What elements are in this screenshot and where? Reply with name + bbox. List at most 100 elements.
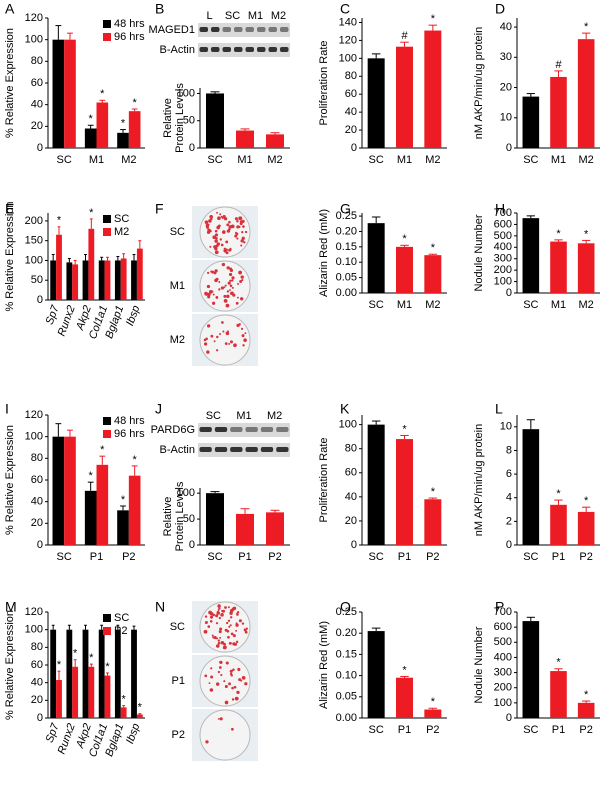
x-tick-label: SC [57, 551, 72, 563]
bar [367, 223, 385, 293]
nodule [219, 636, 222, 639]
blot-band [199, 447, 212, 452]
y-tick-label: 600 [494, 621, 512, 633]
y-tick-label: 500 [494, 230, 512, 242]
nodule [225, 661, 229, 665]
significance-marker: * [122, 694, 127, 706]
nodule [216, 610, 220, 614]
y-tick-label: 60 [31, 474, 43, 486]
nodule [205, 740, 209, 744]
bar [66, 629, 73, 718]
nodule [236, 237, 239, 240]
y-tick-label: 100 [25, 34, 43, 46]
nodule [238, 270, 243, 275]
bar [236, 130, 254, 148]
legend-swatch [103, 430, 111, 438]
nodule [243, 241, 246, 244]
bar [550, 671, 567, 718]
nodule [232, 634, 236, 638]
nodule [221, 216, 224, 219]
significance-marker: * [133, 454, 138, 466]
nodule [223, 294, 227, 298]
dish-label: P2 [172, 729, 185, 741]
y-tick-label: 0 [506, 539, 512, 551]
x-tick-label: M2 [425, 154, 440, 166]
nodule [241, 236, 245, 240]
nodule [235, 301, 239, 305]
nodule [236, 612, 239, 615]
x-tick-label: P1 [552, 551, 565, 563]
y-tick-label: 80 [31, 55, 43, 67]
legend-swatch [103, 20, 111, 28]
y-axis-label: Proliferation Rate [318, 438, 330, 523]
nodule [219, 213, 222, 216]
blot-band [245, 47, 254, 52]
nodule [219, 660, 223, 664]
y-tick-label: 40 [31, 677, 43, 689]
y-tick-label: 0 [189, 142, 195, 154]
y-tick-label: 0 [189, 539, 195, 551]
y-tick-label: 60 [31, 659, 43, 671]
y-axis-label: % Relative Expression [4, 425, 16, 535]
blot-band [245, 427, 258, 432]
nodule [215, 622, 219, 625]
x-tick-label: SC [523, 551, 538, 563]
nodule [231, 279, 234, 282]
legend-label: SC [114, 213, 129, 225]
panel-letter: J [155, 401, 162, 417]
nodule [229, 340, 233, 344]
nodule [226, 223, 230, 227]
legend-label: 48 hrs [114, 415, 145, 427]
legend-swatch [103, 228, 111, 236]
bar [522, 96, 540, 148]
lane-label: M1 [236, 410, 251, 422]
nodule [203, 342, 208, 346]
blot-band [276, 427, 289, 432]
nodule [209, 688, 214, 692]
nodule [210, 334, 214, 338]
x-tick-label: M1 [551, 154, 566, 166]
nodule [230, 608, 234, 612]
significance-marker: * [556, 228, 561, 240]
y-axis-label: Proliferation Rate [318, 41, 330, 126]
y-axis-label: Alizarin Red (mM) [318, 621, 330, 709]
y-tick-label: 10 [500, 112, 512, 124]
significance-marker: * [100, 444, 105, 456]
y-axis-label: Alizarin Red (mM) [318, 209, 330, 297]
nodule [229, 268, 234, 272]
significance-marker: * [105, 661, 110, 673]
y-tick-label: 700 [494, 207, 512, 219]
nodule [232, 293, 236, 297]
y-tick-label: 120 [339, 34, 357, 46]
nodule [215, 644, 220, 648]
blot-band [245, 27, 254, 32]
lane-label: L [206, 10, 212, 22]
nodule [221, 609, 226, 613]
y-tick-label: 50 [183, 513, 195, 525]
nodule [230, 632, 234, 636]
y-tick-label: 80 [345, 70, 357, 82]
significance-marker: * [89, 652, 94, 664]
x-tick-label: P2 [426, 724, 439, 736]
nodule [237, 296, 239, 299]
bar [88, 666, 95, 718]
nodule [206, 324, 211, 328]
nodule [220, 243, 224, 247]
nodule [229, 672, 233, 676]
y-tick-label: 0.25 [336, 606, 357, 618]
y-tick-label: 500 [494, 636, 512, 648]
nodule [218, 666, 222, 669]
nodule [226, 330, 229, 333]
bar [117, 132, 129, 148]
bar [56, 680, 62, 718]
y-tick-label: 40 [31, 99, 43, 111]
y-tick-label: 4 [506, 492, 512, 504]
nodule [231, 698, 235, 701]
y-tick-label: 100 [25, 431, 43, 443]
nodule [232, 606, 237, 610]
nodule [217, 216, 221, 221]
significance-marker: # [401, 30, 408, 42]
nodule [225, 240, 229, 244]
nodule [231, 686, 234, 690]
nodule [204, 291, 208, 295]
